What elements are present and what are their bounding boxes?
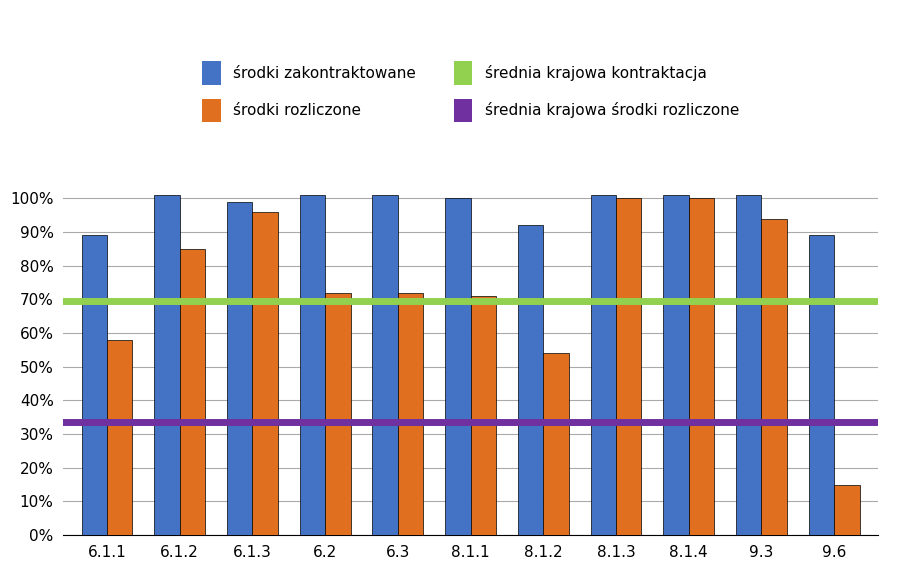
Bar: [736, 195, 761, 535]
Bar: [761, 219, 787, 535]
Bar: [809, 235, 834, 535]
Bar: [252, 212, 278, 535]
Bar: [471, 296, 496, 535]
Legend: środki zakontraktowane, środki rozliczone, średnia krajowa kontraktacja, średnia: środki zakontraktowane, środki rozliczon…: [195, 54, 747, 130]
Bar: [300, 195, 325, 535]
Bar: [180, 249, 205, 535]
Bar: [445, 198, 471, 535]
Bar: [373, 195, 398, 535]
Bar: [834, 485, 860, 535]
Bar: [398, 293, 424, 535]
Bar: [616, 198, 642, 535]
Bar: [543, 353, 568, 535]
Bar: [107, 340, 132, 535]
Bar: [663, 195, 689, 535]
Bar: [689, 198, 714, 535]
Bar: [591, 195, 616, 535]
Bar: [81, 235, 107, 535]
Bar: [227, 202, 252, 535]
Bar: [325, 293, 350, 535]
Bar: [518, 225, 543, 535]
Bar: [154, 195, 180, 535]
